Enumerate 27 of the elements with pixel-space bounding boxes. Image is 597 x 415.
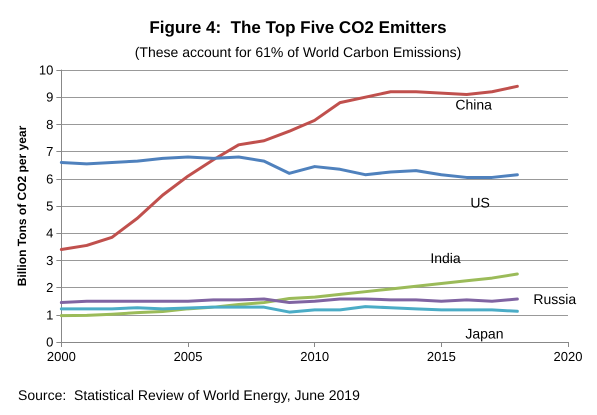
y-tick-label: 7 [46, 144, 54, 160]
series-label: India [430, 250, 461, 266]
series-label: Japan [465, 325, 504, 342]
source-note: Source: Statistical Review of World Energy, June 2019 [18, 387, 360, 403]
y-tick-label: 8 [46, 116, 54, 132]
y-tick-label: 1 [46, 307, 54, 322]
y-tick-label: 10 [38, 62, 54, 78]
y-axis-title: Billion Tons of CO2 per year [15, 125, 29, 286]
line-series [60, 84, 519, 252]
y-tick-label: 3 [46, 252, 54, 268]
y-tick-label: 9 [46, 90, 54, 105]
line-series [60, 156, 519, 179]
series-label: US [470, 194, 490, 211]
chart-title: Figure 4: The Top Five CO2 Emitters [149, 18, 447, 37]
x-tick-label: 2015 [426, 349, 456, 364]
x-tick-label: 2020 [554, 349, 582, 364]
y-tick-label: 4 [46, 226, 54, 241]
series-label: China [455, 96, 492, 112]
x-tick-label: 2005 [174, 349, 202, 364]
y-tick-label: 2 [46, 280, 54, 296]
y-tick-label: 6 [46, 171, 54, 186]
chart-subtitle: (These account for 61% of World Carbon Emissions) [134, 44, 462, 60]
x-tick-label: 2000 [46, 349, 76, 364]
x-tick-label: 2010 [300, 349, 330, 364]
y-tick-label: 0 [46, 334, 54, 350]
y-tick-label: 5 [46, 198, 54, 214]
series-label: Russia [533, 291, 576, 308]
